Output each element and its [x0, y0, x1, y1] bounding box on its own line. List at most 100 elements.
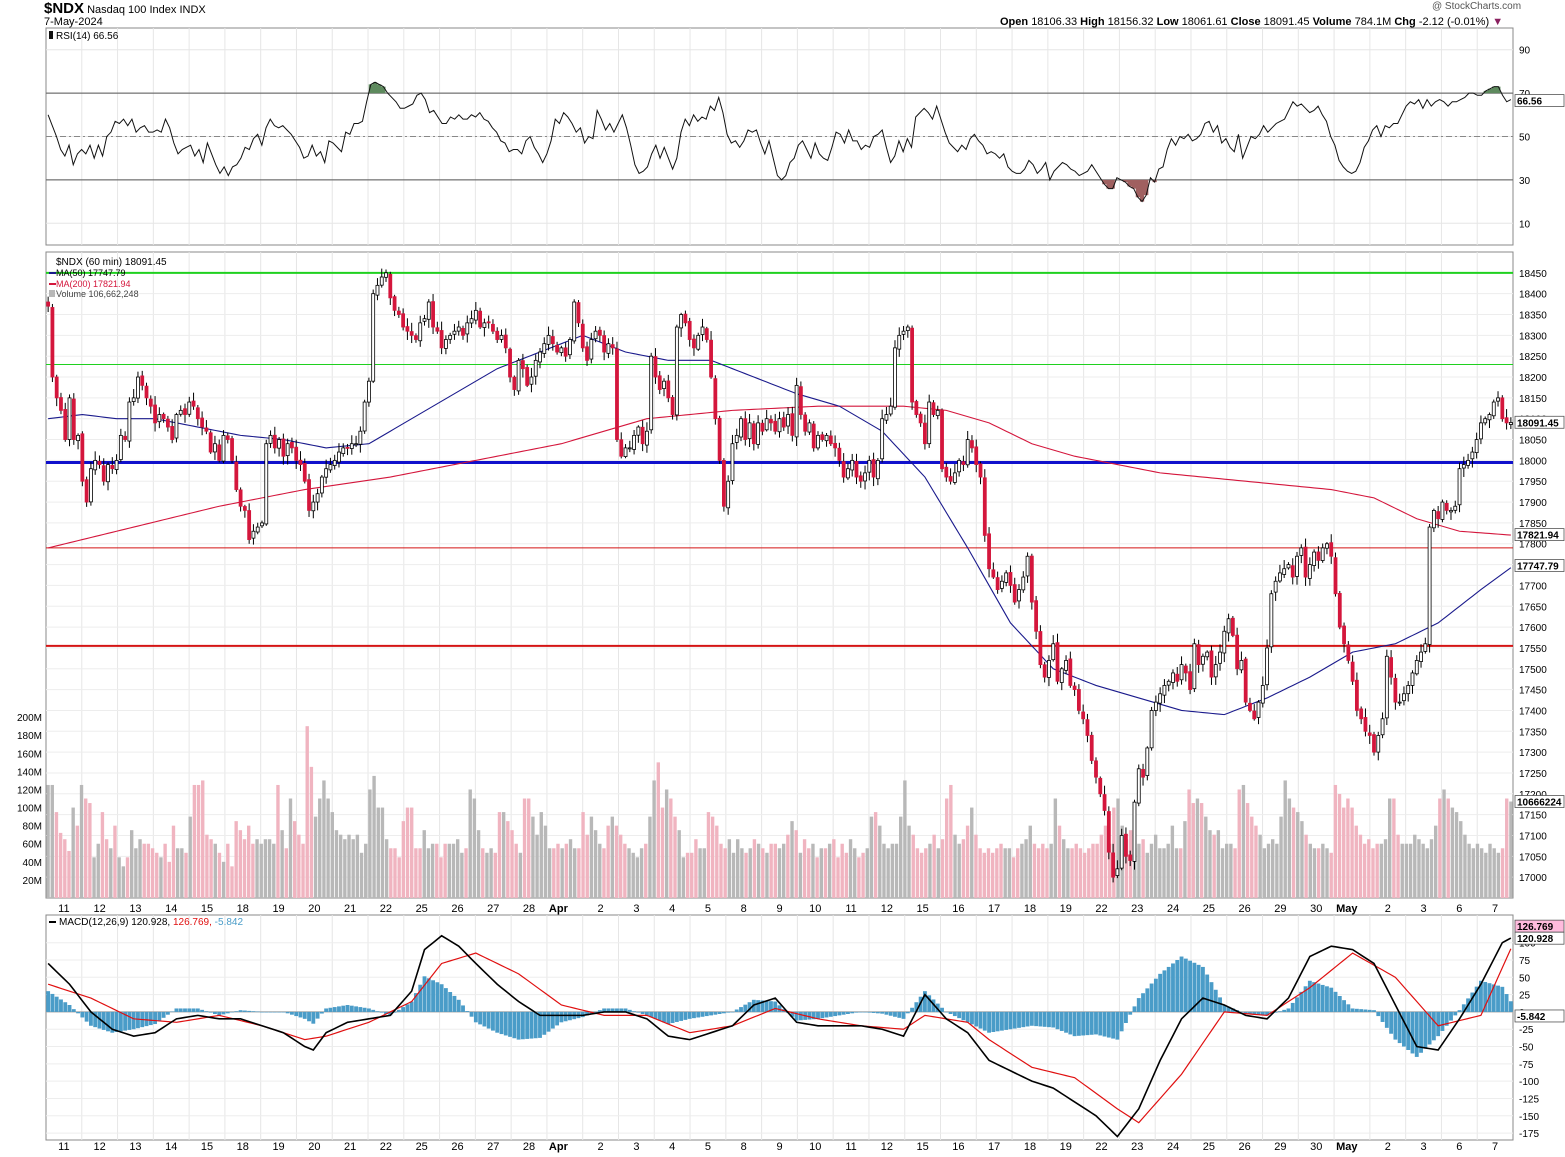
- macd-histogram-bar: [512, 1011, 517, 1039]
- volume-bar: [564, 843, 569, 898]
- volume-bar: [522, 798, 527, 898]
- macd-histogram-bar: [208, 1011, 213, 1013]
- macd-histogram-bar: [798, 1011, 803, 1021]
- candle-body: [1256, 701, 1261, 718]
- symbol: $NDX: [44, 0, 85, 17]
- macd-histogram-bar: [1230, 1008, 1235, 1012]
- macd-signal-line: [47, 948, 1512, 1124]
- macd-histogram-bar: [794, 1011, 799, 1021]
- macd-histogram-bar: [1158, 973, 1163, 1012]
- volume-bar: [1074, 843, 1078, 898]
- macd-histogram-bar: [396, 1009, 401, 1012]
- macd-histogram-bar: [1055, 1011, 1060, 1030]
- volume-bar: [359, 852, 364, 898]
- candle-body: [1098, 777, 1103, 795]
- macd-histogram-bar: [773, 1001, 778, 1012]
- ma50-last-value: 17747.79: [1517, 562, 1559, 573]
- candle-body: [431, 301, 435, 328]
- macd-histogram-bar: [1312, 982, 1317, 1012]
- volume-bar: [836, 857, 840, 898]
- volume-bar: [1011, 857, 1016, 898]
- volume-bar: [1342, 807, 1346, 898]
- macd-histogram-bar: [354, 1006, 359, 1012]
- macd-histogram-bar: [1363, 1009, 1368, 1012]
- x-tick-label-bottom: 17: [988, 1141, 1000, 1153]
- candle-body: [1260, 685, 1265, 704]
- candle-body: [1136, 768, 1141, 804]
- volume-bar: [175, 848, 180, 898]
- ma200-legend: MA(200) 17821.94: [56, 279, 131, 289]
- macd-histogram-bar: [80, 1011, 85, 1018]
- candle-body: [1466, 459, 1470, 466]
- volume-bar: [781, 843, 786, 898]
- volume-bar: [238, 830, 243, 898]
- volume-bar: [422, 830, 426, 898]
- volume-bar: [543, 825, 548, 898]
- macd-histogram-bar: [118, 1011, 123, 1032]
- volume-bar: [957, 843, 961, 898]
- volume-bar: [531, 816, 535, 898]
- macd-histogram-bar: [606, 1008, 611, 1012]
- x-tick-label-bottom: 28: [523, 1141, 535, 1153]
- volume-bar: [1392, 798, 1396, 898]
- volume-bar: [1149, 843, 1154, 898]
- volume-bar: [309, 766, 314, 898]
- volume-bar: [727, 839, 732, 898]
- volume-bar: [698, 848, 702, 898]
- macd-histogram-bar: [542, 1011, 547, 1035]
- candle-body: [337, 451, 341, 463]
- price-tick-label: 18200: [1519, 373, 1547, 384]
- candle-body: [841, 461, 846, 478]
- volume-bar: [1233, 848, 1237, 898]
- candle-body: [277, 439, 281, 449]
- macd-histogram-bar: [833, 1011, 838, 1017]
- volume-bar: [1057, 825, 1062, 898]
- candle-body: [1102, 794, 1107, 811]
- volume-bar: [819, 848, 823, 898]
- candle-body: [452, 330, 457, 335]
- volume-bar: [953, 834, 957, 898]
- candle-body: [935, 409, 940, 417]
- macd-histogram-bar: [1444, 1011, 1449, 1026]
- volume-bar: [936, 848, 941, 898]
- volume-bar: [259, 843, 263, 898]
- candle-body: [1179, 664, 1184, 681]
- macd-histogram-bar: [764, 1000, 769, 1012]
- volume-bar: [1396, 834, 1400, 898]
- volume-bar: [1036, 848, 1041, 898]
- macd-histogram-bar: [174, 1008, 179, 1012]
- macd-histogram-bar: [157, 1011, 162, 1021]
- candle-body: [1299, 547, 1304, 556]
- macd-histogram-bar: [1213, 989, 1218, 1012]
- macd-histogram-bar: [563, 1011, 568, 1022]
- volume-bar: [393, 848, 397, 898]
- volume-bar: [1191, 803, 1195, 898]
- volume-bar: [677, 830, 681, 898]
- macd-histogram-bar: [1089, 1011, 1094, 1035]
- volume-bar: [171, 825, 176, 898]
- volume-bar: [1199, 803, 1204, 898]
- volume-bar: [125, 857, 130, 898]
- candle-body: [888, 405, 893, 415]
- macd-histogram-bar: [1012, 1011, 1017, 1029]
- volume-bar: [163, 843, 167, 898]
- volume-bar: [1270, 839, 1275, 898]
- macd-hist-last-value: -5.842: [1517, 1012, 1546, 1023]
- volume-bar: [217, 852, 222, 898]
- candle-body: [384, 272, 388, 278]
- macd-histogram-bar: [1171, 963, 1175, 1012]
- macd-histogram-bar: [106, 1011, 110, 1032]
- macd-histogram-bar: [217, 1011, 222, 1016]
- macd-histogram-bar: [384, 1011, 388, 1014]
- macd-histogram-bar: [623, 1008, 628, 1012]
- volume-bar: [67, 850, 71, 898]
- candle-body: [1209, 650, 1214, 678]
- volume-bar: [1450, 807, 1455, 898]
- candle-body: [290, 442, 294, 449]
- macd-histogram-bar: [332, 1007, 337, 1012]
- volume-bar: [1062, 839, 1066, 898]
- candle-body: [140, 375, 145, 386]
- volume-bar: [142, 843, 146, 898]
- macd-histogram-bar: [1102, 1011, 1107, 1037]
- x-tick-label-bottom: 20: [308, 1141, 320, 1153]
